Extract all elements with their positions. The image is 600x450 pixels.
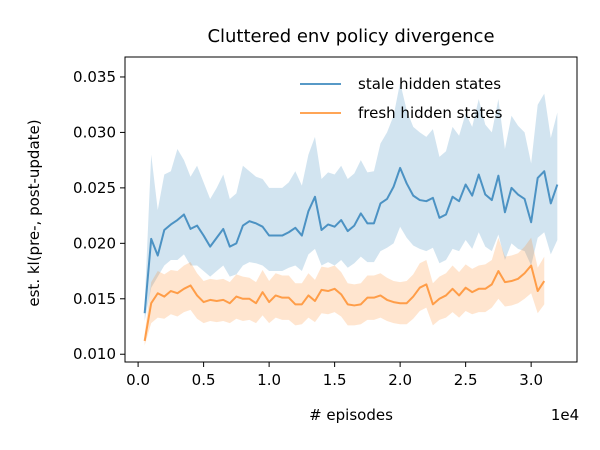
x-tick-label: 0.5 <box>192 371 216 389</box>
x-axis-offset-label: 1e4 <box>551 406 579 424</box>
band-series-2 <box>144 237 545 346</box>
x-axis-label: # episodes <box>309 406 393 424</box>
x-tick-label: 2.0 <box>388 371 412 389</box>
x-tick-label: 0.0 <box>126 371 150 389</box>
y-tick-label: 0.030 <box>73 123 116 141</box>
plot-frame <box>124 56 578 363</box>
y-axis-label: est. kl(pre-, post-update) <box>25 119 43 306</box>
confidence-bands <box>144 82 558 346</box>
x-tick-label: 3.0 <box>519 371 543 389</box>
chart-title: Cluttered env policy divergence <box>207 26 494 47</box>
line-series-1 <box>143 166 559 314</box>
y-axis-ticks: 0.010 0.015 0.020 0.025 0.030 0.035 <box>73 68 125 363</box>
x-tick-label: 1.5 <box>323 371 347 389</box>
y-tick-label: 0.035 <box>73 68 116 86</box>
legend-label-series-1: stale hidden states <box>358 75 501 93</box>
legend-label-series-2: fresh hidden states <box>358 104 503 122</box>
series-lines <box>143 166 559 342</box>
x-tick-label: 2.5 <box>454 371 478 389</box>
x-tick-label: 1.0 <box>257 371 281 389</box>
y-tick-label: 0.015 <box>73 290 116 308</box>
y-tick-label: 0.020 <box>73 234 116 252</box>
y-tick-label: 0.010 <box>73 345 116 363</box>
line-series-2 <box>143 264 546 342</box>
band-series-1 <box>144 82 558 321</box>
legend: stale hidden states fresh hidden states <box>300 75 503 122</box>
y-tick-label: 0.025 <box>73 179 116 197</box>
x-axis-ticks: 0.0 0.5 1.0 1.5 2.0 2.5 3.0 <box>126 362 543 389</box>
